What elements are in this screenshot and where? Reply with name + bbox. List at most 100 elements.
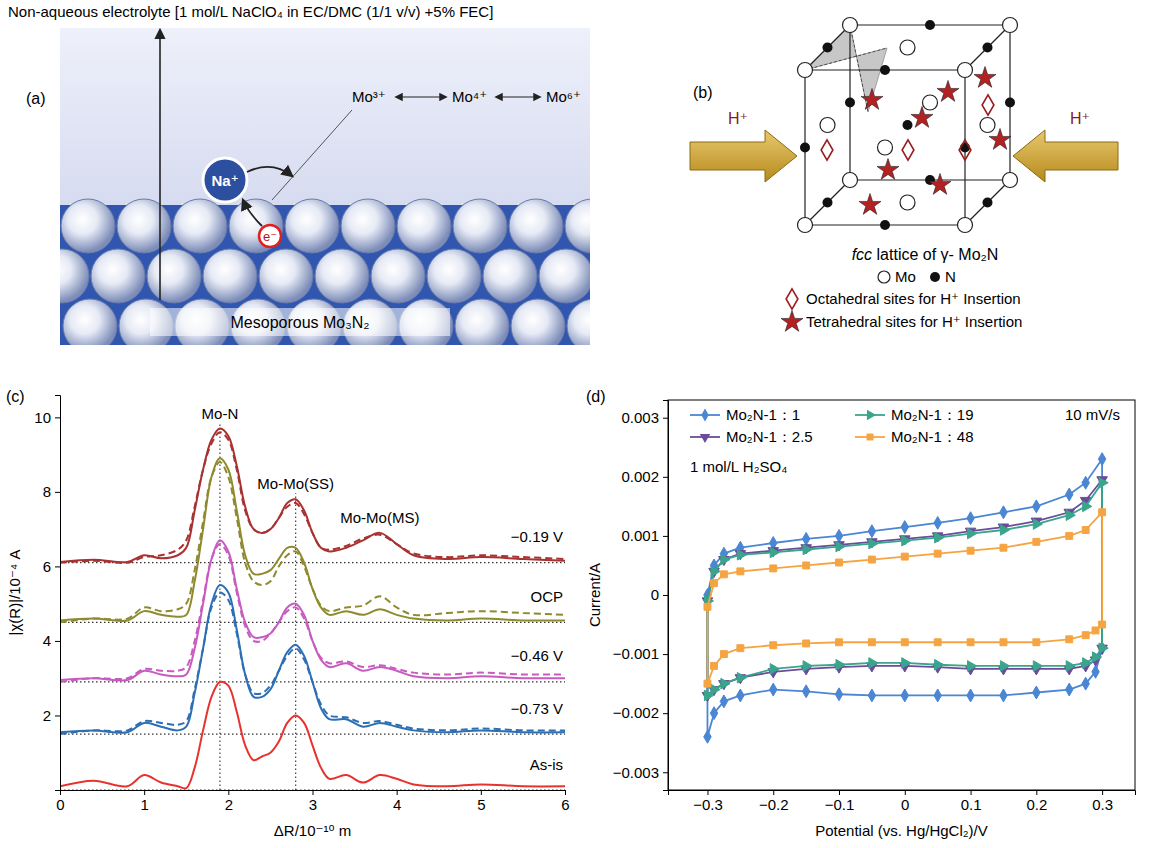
particle	[285, 199, 339, 253]
marker	[1082, 677, 1089, 690]
tick-label: 2	[43, 707, 51, 724]
marker	[720, 695, 727, 708]
tick: 0.002	[621, 468, 668, 485]
marker	[1098, 453, 1105, 466]
marker	[721, 554, 730, 565]
marker	[1033, 661, 1042, 672]
annotation: Mo-N	[202, 405, 239, 422]
legend-label: Octahedral sites for H⁺ Insertion	[806, 290, 1021, 307]
particle	[567, 299, 590, 345]
legend-label: Mo₂N-1：19	[891, 406, 974, 423]
marker	[934, 550, 941, 557]
n-atom	[845, 98, 855, 108]
octahedral-site	[959, 140, 971, 160]
pointer-line	[272, 110, 352, 200]
marker	[901, 553, 908, 560]
axis-line	[55, 396, 61, 791]
particle	[60, 249, 89, 303]
tick-mark	[663, 536, 668, 537]
marker	[704, 730, 711, 743]
tick-mark	[839, 790, 840, 795]
tick-label: 6	[43, 558, 51, 575]
legend-label: Tetrahedral sites for H⁺ Insertion	[806, 313, 1022, 330]
marker	[836, 559, 843, 566]
marker	[967, 639, 974, 646]
tetrahedral-site	[989, 128, 1011, 149]
axis-title: Potential (vs. Hg/HgCl₂)/V	[815, 822, 988, 839]
particle	[455, 299, 509, 345]
n-atom	[903, 120, 913, 130]
marker	[934, 516, 941, 529]
legend-label: Mo₂N-1：48	[891, 428, 974, 445]
marker	[1066, 510, 1075, 521]
tick-mark	[481, 790, 482, 795]
mo-atom	[1003, 18, 1018, 33]
panel-label: (c)	[6, 388, 25, 405]
baseline	[60, 622, 565, 623]
baseline	[60, 734, 565, 735]
marker	[835, 529, 842, 542]
marker	[737, 645, 744, 652]
marker	[1092, 652, 1101, 663]
tick-label: −0.3	[693, 796, 723, 813]
marker	[770, 642, 777, 649]
proton-arrow	[690, 130, 797, 182]
marker	[868, 525, 875, 538]
marker	[1033, 519, 1042, 530]
marker	[1082, 632, 1089, 639]
panel-label: (d)	[586, 388, 606, 405]
marker	[770, 664, 779, 675]
particle	[117, 199, 171, 253]
tick: 0.001	[621, 527, 668, 544]
axis: −0.3−0.2−0.100.10.20.3	[669, 790, 1136, 813]
particle	[61, 199, 115, 253]
particle	[565, 199, 590, 253]
particle	[509, 199, 563, 253]
tick-label: −0.002	[613, 704, 659, 721]
marker	[710, 707, 717, 720]
legend-swatch	[867, 434, 874, 441]
tetrahedral-site	[861, 88, 883, 109]
marker	[1066, 488, 1073, 501]
tetrahedral-site	[877, 158, 899, 179]
marker	[968, 528, 977, 539]
proton-arrow	[1013, 130, 1118, 182]
marker	[967, 689, 974, 702]
tick: 2	[225, 790, 233, 813]
tick-mark	[228, 790, 229, 795]
marker	[901, 521, 908, 534]
tick: 4	[393, 790, 401, 813]
cv-curve	[707, 459, 1102, 737]
tick-mark	[144, 790, 145, 795]
axis-title: |χ(R)|/10⁻⁴ A	[6, 550, 23, 636]
tick-label: 3	[309, 796, 317, 813]
tick-label: 10	[34, 409, 51, 426]
electrolyte-label: Non-aqueous electrolyte [1 mol/L NaClO₄ …	[8, 3, 493, 20]
mo-atom	[958, 218, 973, 233]
mo-atom	[923, 95, 938, 110]
marker	[901, 639, 908, 646]
series-label: −0.19 V	[511, 528, 563, 545]
marker	[836, 639, 843, 646]
panel-b: H⁺H⁺fcc lattice of γ- Mo₂NMoNOctahedral …	[690, 18, 1118, 332]
annotation: 10 mV/s	[1065, 406, 1120, 423]
electron	[259, 225, 281, 247]
spectrum-line	[60, 682, 565, 789]
proton-label: H⁺	[1070, 110, 1090, 127]
marker	[770, 565, 777, 572]
spectrum-line	[60, 458, 565, 621]
marker	[803, 562, 810, 569]
plot-area	[60, 423, 565, 790]
ion	[203, 158, 247, 202]
tick: 6	[561, 790, 569, 813]
particle	[427, 249, 481, 303]
particle	[371, 249, 425, 303]
marker	[1099, 477, 1108, 488]
tetrahedral-site	[859, 193, 881, 214]
spectrum-line	[60, 540, 565, 680]
marker	[836, 659, 845, 670]
tetrahedral-site	[937, 80, 959, 101]
tick-label: 5	[477, 796, 485, 813]
marker	[902, 535, 911, 546]
tick-label: 4	[43, 632, 51, 649]
